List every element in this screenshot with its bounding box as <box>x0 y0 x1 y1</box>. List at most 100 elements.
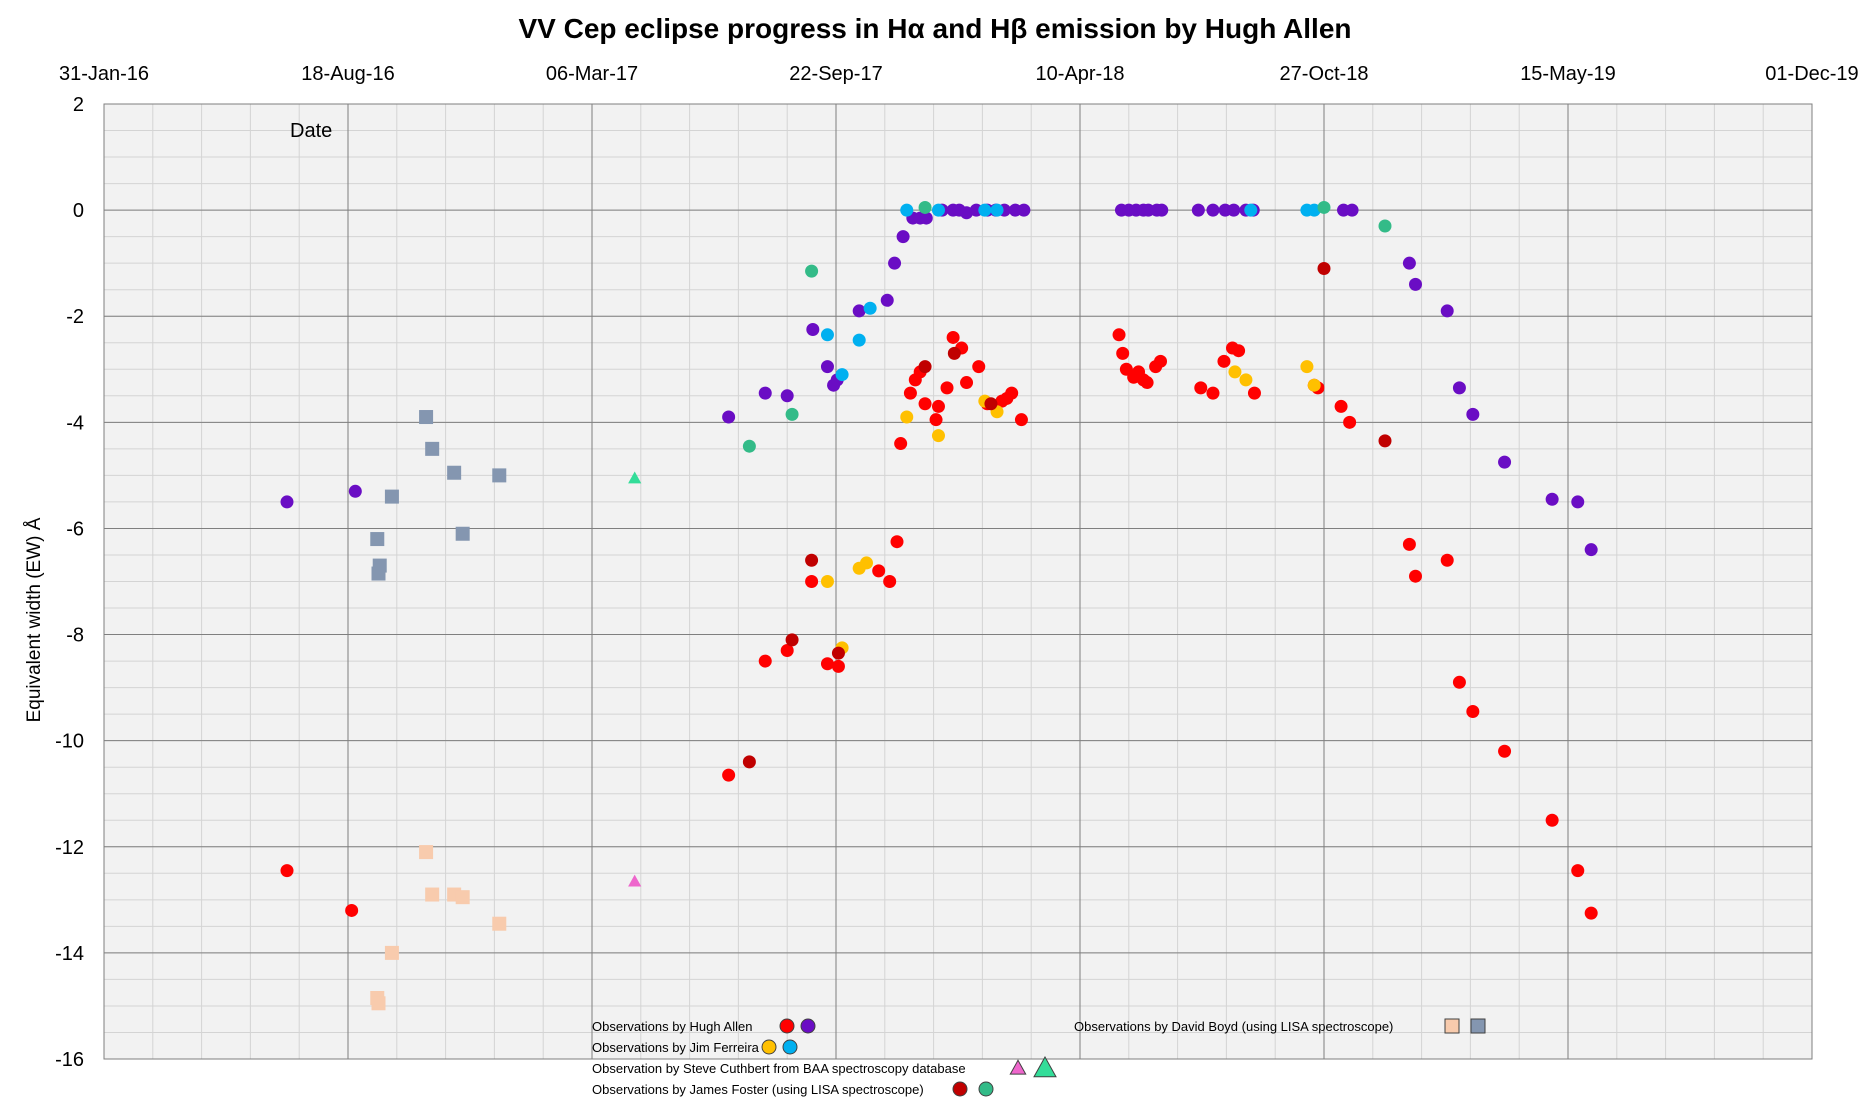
data-point <box>280 864 294 878</box>
data-point <box>455 526 470 541</box>
data-point <box>785 633 799 647</box>
x-tick-label: 22-Sep-17 <box>789 63 882 85</box>
data-point <box>1378 219 1392 233</box>
data-point <box>425 441 440 456</box>
legend-marker <box>978 1081 994 1097</box>
data-point <box>455 890 470 905</box>
legend-marker <box>800 1018 816 1034</box>
y-tick-label: -4 <box>66 412 84 434</box>
data-point <box>371 566 386 581</box>
data-point <box>896 230 910 244</box>
x-tick-label: 18-Aug-16 <box>301 63 394 85</box>
x-tick-label: 15-May-19 <box>1520 63 1616 85</box>
data-point <box>978 203 992 217</box>
legend-label: Observations by Hugh Allen <box>592 1019 752 1034</box>
data-point <box>1571 495 1585 509</box>
legend-marker <box>1470 1018 1486 1034</box>
legend-label: Observations by Jim Ferreira <box>592 1040 760 1055</box>
x-tick-label: 31-Jan-16 <box>59 63 149 85</box>
data-point <box>1140 376 1154 390</box>
data-point <box>348 484 362 498</box>
data-point <box>960 376 974 390</box>
y-tick-label: 0 <box>73 200 84 222</box>
y-tick-label: 2 <box>73 94 84 116</box>
data-point <box>831 659 845 673</box>
legend-marker <box>761 1039 777 1055</box>
data-point <box>628 874 642 887</box>
data-point <box>384 945 399 960</box>
data-point <box>929 413 943 427</box>
legend: Observations by Hugh Allen Observations b… <box>592 1018 1486 1097</box>
data-point <box>425 887 440 902</box>
data-point <box>931 429 945 443</box>
data-point <box>831 646 845 660</box>
data-point <box>628 471 642 484</box>
data-point <box>1191 203 1205 217</box>
legend-marker <box>782 1039 798 1055</box>
data-point <box>918 397 932 411</box>
y-tick-label: -8 <box>66 625 84 647</box>
data-point <box>1466 407 1480 421</box>
data-point <box>785 407 799 421</box>
data-point <box>1206 386 1220 400</box>
data-point <box>894 437 908 451</box>
data-point <box>370 532 385 547</box>
data-point <box>820 657 834 671</box>
data-point <box>1317 261 1331 275</box>
data-point <box>1343 415 1357 429</box>
data-point <box>805 264 819 278</box>
data-point <box>1584 543 1598 557</box>
data-point <box>1300 360 1314 374</box>
data-point <box>984 397 998 411</box>
data-point <box>820 328 834 342</box>
data-point <box>820 360 834 374</box>
data-point <box>1116 346 1130 360</box>
data-point <box>1154 354 1168 368</box>
data-point <box>1232 344 1246 358</box>
data-point <box>931 203 945 217</box>
plot-border <box>103 103 1813 1060</box>
y-tick-label: -12 <box>55 837 84 859</box>
data-point <box>1452 381 1466 395</box>
data-point <box>758 386 772 400</box>
data-point <box>1545 492 1559 506</box>
data-point <box>1247 386 1261 400</box>
x-tick-label: 01-Dec-19 <box>1765 63 1858 85</box>
data-point <box>1317 200 1331 214</box>
data-point <box>835 368 849 382</box>
data-point <box>863 301 877 315</box>
data-point <box>345 903 359 917</box>
data-point <box>900 203 914 217</box>
data-point <box>1206 203 1220 217</box>
data-point <box>419 410 434 425</box>
data-point <box>780 389 794 403</box>
chart-title: VV Cep eclipse progress in Hα and Hβ emi… <box>519 13 1352 44</box>
data-point <box>1345 203 1359 217</box>
data-point <box>805 575 819 588</box>
data-point <box>805 553 819 567</box>
data-point <box>972 360 986 374</box>
data-point <box>1409 277 1422 291</box>
data-point <box>1378 434 1392 448</box>
data-point <box>820 575 834 588</box>
data-point <box>860 556 873 570</box>
data-point <box>722 768 736 782</box>
data-points <box>280 200 1598 1011</box>
y-tick-label: -16 <box>55 1049 84 1071</box>
data-point <box>852 333 866 347</box>
data-point <box>1155 203 1169 217</box>
data-point <box>1194 381 1208 395</box>
data-point <box>872 564 886 578</box>
data-point <box>1498 455 1512 469</box>
data-point <box>492 468 507 483</box>
data-point <box>1014 413 1028 427</box>
data-point <box>1584 906 1598 920</box>
data-point <box>900 410 914 424</box>
data-point <box>1217 354 1231 368</box>
data-point <box>919 211 933 225</box>
legend-marker <box>1033 1055 1057 1078</box>
grid <box>103 103 1813 1060</box>
data-point <box>492 916 507 931</box>
x-axis-label: Date <box>290 120 332 142</box>
